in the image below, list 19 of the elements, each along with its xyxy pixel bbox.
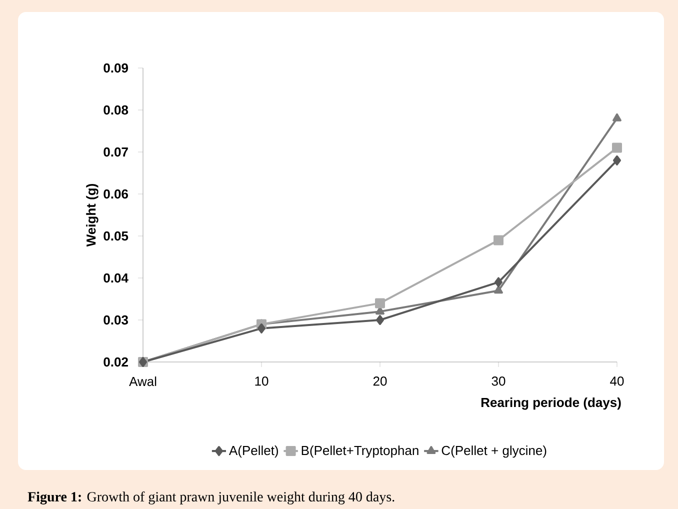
- x-tick-label: 30: [492, 376, 506, 386]
- x-axis-title: Rearing periode (days): [481, 398, 621, 410]
- legend-label: C(Pellet + glycine): [442, 446, 546, 458]
- x-tick-label: Awal: [129, 376, 156, 386]
- y-tick-label: 0.09: [104, 63, 128, 73]
- y-tick-label: 0.03: [104, 315, 128, 325]
- y-tick-label: 0.02: [104, 357, 128, 367]
- legend-label: A(Pellet): [228, 446, 278, 458]
- y-tick-label: 0.06: [104, 189, 128, 199]
- legend-label: B(Pellet+Tryptophan: [302, 446, 418, 458]
- y-axis-title: Weight (g): [86, 184, 98, 247]
- x-tick-label: 40: [610, 376, 624, 386]
- x-tick-label: 20: [373, 376, 387, 386]
- x-tick-label: 10: [255, 376, 268, 386]
- y-tick-label: 0.04: [104, 273, 128, 283]
- text: Figure 1: Growth of giant prawn juvenile weight during 40 days.: [28, 492, 394, 504]
- y-tick-label: 0.08: [104, 105, 128, 115]
- y-tick-label: 0.07: [104, 147, 128, 157]
- y-tick-label: 0.05: [104, 231, 128, 241]
